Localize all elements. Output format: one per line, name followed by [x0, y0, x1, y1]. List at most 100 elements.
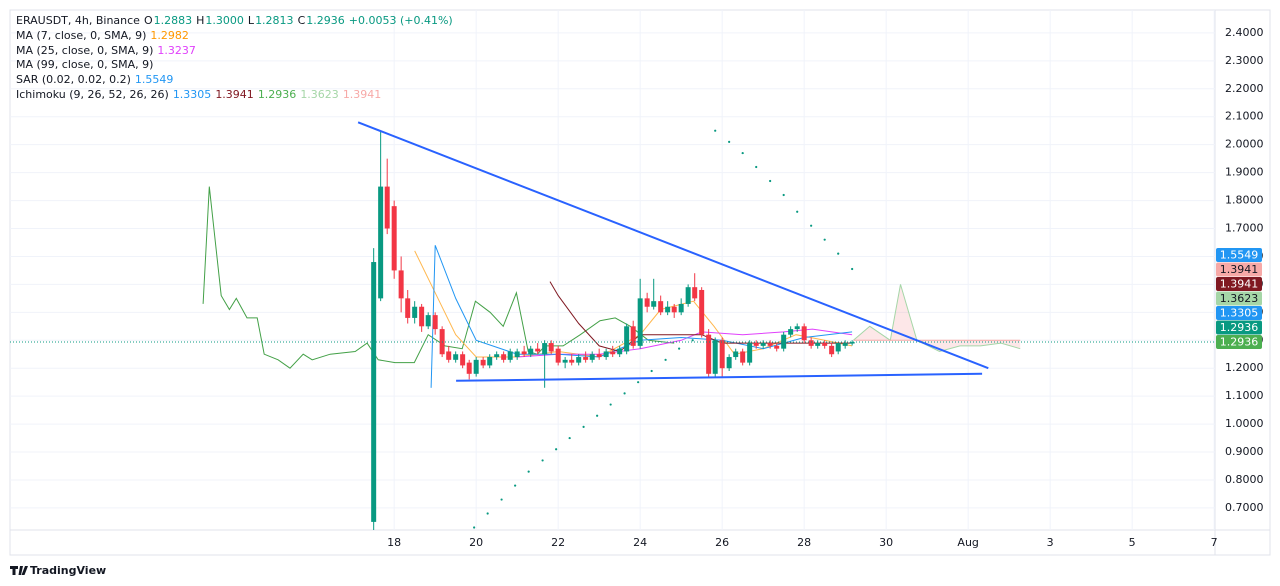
price-label: 1.3623 [1220, 292, 1259, 305]
candle-body [610, 351, 616, 355]
candle-body [644, 298, 650, 307]
candle-body [842, 343, 848, 346]
price-label-box [1216, 277, 1262, 292]
y-tick-label: 0.7000 [1225, 501, 1264, 514]
candle-body [835, 343, 841, 352]
brand-logo [10, 566, 28, 575]
y-tick-label: 2.2000 [1225, 82, 1264, 95]
candle-body [849, 342, 855, 344]
x-tick-label: Aug [957, 536, 978, 549]
legend-row: ERAUSDT, 4h, Binance O1.2883 H1.3000 L1.281… [16, 14, 457, 29]
candle-body [371, 262, 377, 522]
trendline [357, 121, 989, 370]
sar-dot [714, 129, 717, 132]
candle-body [767, 343, 773, 346]
x-tick-label: 30 [879, 536, 893, 549]
indicator-value: 1.3623 [300, 87, 339, 101]
y-tick-label: 1.1000 [1225, 389, 1264, 402]
x-tick-label: 18 [387, 536, 401, 549]
candle-body [747, 343, 753, 363]
legend-row: MA (99, close, 0, SMA, 9) [16, 58, 457, 73]
candle-body [460, 354, 466, 366]
candle-body [480, 359, 486, 366]
sar-dot [678, 347, 681, 350]
candle-body [555, 348, 561, 363]
y-tick-label: 0.8000 [1225, 473, 1264, 486]
x-tick-label: 5 [1129, 536, 1136, 549]
y-tick-label: 1.8000 [1225, 194, 1264, 207]
sar-dot [473, 526, 476, 529]
candle-body [583, 357, 589, 360]
candle-body [391, 206, 397, 271]
candle-body [405, 298, 411, 318]
candle-body [487, 357, 493, 366]
candle-body [617, 348, 623, 355]
candle-body [760, 343, 766, 346]
price-label-box [1216, 335, 1262, 350]
candle-body [542, 343, 548, 355]
sar-dot [596, 414, 599, 417]
candle-body [425, 315, 431, 327]
indicator-name: MA (25, close, 0, SMA, 9) [16, 43, 154, 57]
candle-body [548, 343, 554, 352]
sar-dot [823, 238, 826, 241]
sar-dot [796, 210, 799, 213]
candle-body [473, 359, 479, 374]
candle-body [412, 306, 418, 318]
sar-dot [755, 165, 758, 169]
legend-row: SAR (0.02, 0.02, 0.2) 1.5549 [16, 73, 457, 88]
y-tick-label: 2.3000 [1225, 54, 1264, 67]
candle-body [453, 354, 459, 360]
sar-dot [851, 267, 854, 271]
candle-body [665, 306, 671, 313]
candle-body [712, 340, 718, 374]
price-label: 1.2936 [1220, 321, 1259, 334]
x-tick-label: 7 [1211, 536, 1218, 549]
candle-body [603, 351, 609, 358]
sar-dot [810, 224, 813, 227]
sar-dot [637, 381, 640, 384]
candle-body [384, 186, 390, 229]
trendline [456, 372, 983, 382]
price-label-box [1216, 306, 1262, 321]
sar-dot [782, 193, 785, 197]
indicator-value: 1.5549 [134, 73, 174, 87]
sar-dot [555, 448, 558, 451]
price-label-box [1216, 248, 1262, 263]
candle-body [719, 340, 725, 369]
candle-body [507, 351, 513, 360]
ohlc-value: 1.2813 [255, 14, 294, 27]
candle-body [726, 357, 732, 369]
ohlc-key: L [247, 14, 255, 27]
x-tick-label: 22 [551, 536, 565, 549]
candle-body [589, 354, 595, 360]
candle-body [630, 326, 636, 346]
candle-body [788, 329, 794, 335]
sar-dot [568, 436, 571, 440]
y-tick-label: 1.9000 [1225, 166, 1264, 179]
y-tick-label: 1.2000 [1225, 361, 1264, 374]
candle-body [753, 343, 759, 346]
cloud-fill [853, 284, 1021, 352]
candle-body [596, 354, 602, 358]
indicator-value: 1.2936 [257, 87, 297, 101]
candle-body [740, 351, 746, 363]
candle-body [514, 351, 520, 358]
sar-dot [527, 470, 530, 473]
price-label: 1.5549 [1220, 249, 1259, 262]
y-tick-label: 0.9000 [1225, 445, 1264, 458]
candle-body [692, 287, 698, 299]
candle-body [815, 343, 821, 346]
ohlc-key: H [196, 14, 205, 27]
y-tick-label: 2.4000 [1225, 26, 1264, 39]
candle-body [774, 345, 780, 349]
price-label: 1.2936 [1220, 336, 1259, 349]
sar-dot [582, 425, 585, 428]
x-tick-label: 26 [715, 536, 729, 549]
indicator-name: MA (99, close, 0, SMA, 9) [16, 58, 154, 72]
sar-dot [837, 252, 840, 255]
candle-body [637, 298, 643, 346]
legend-row: Ichimoku (9, 26, 52, 26, 26) 1.3305 1.3941… [16, 88, 457, 103]
